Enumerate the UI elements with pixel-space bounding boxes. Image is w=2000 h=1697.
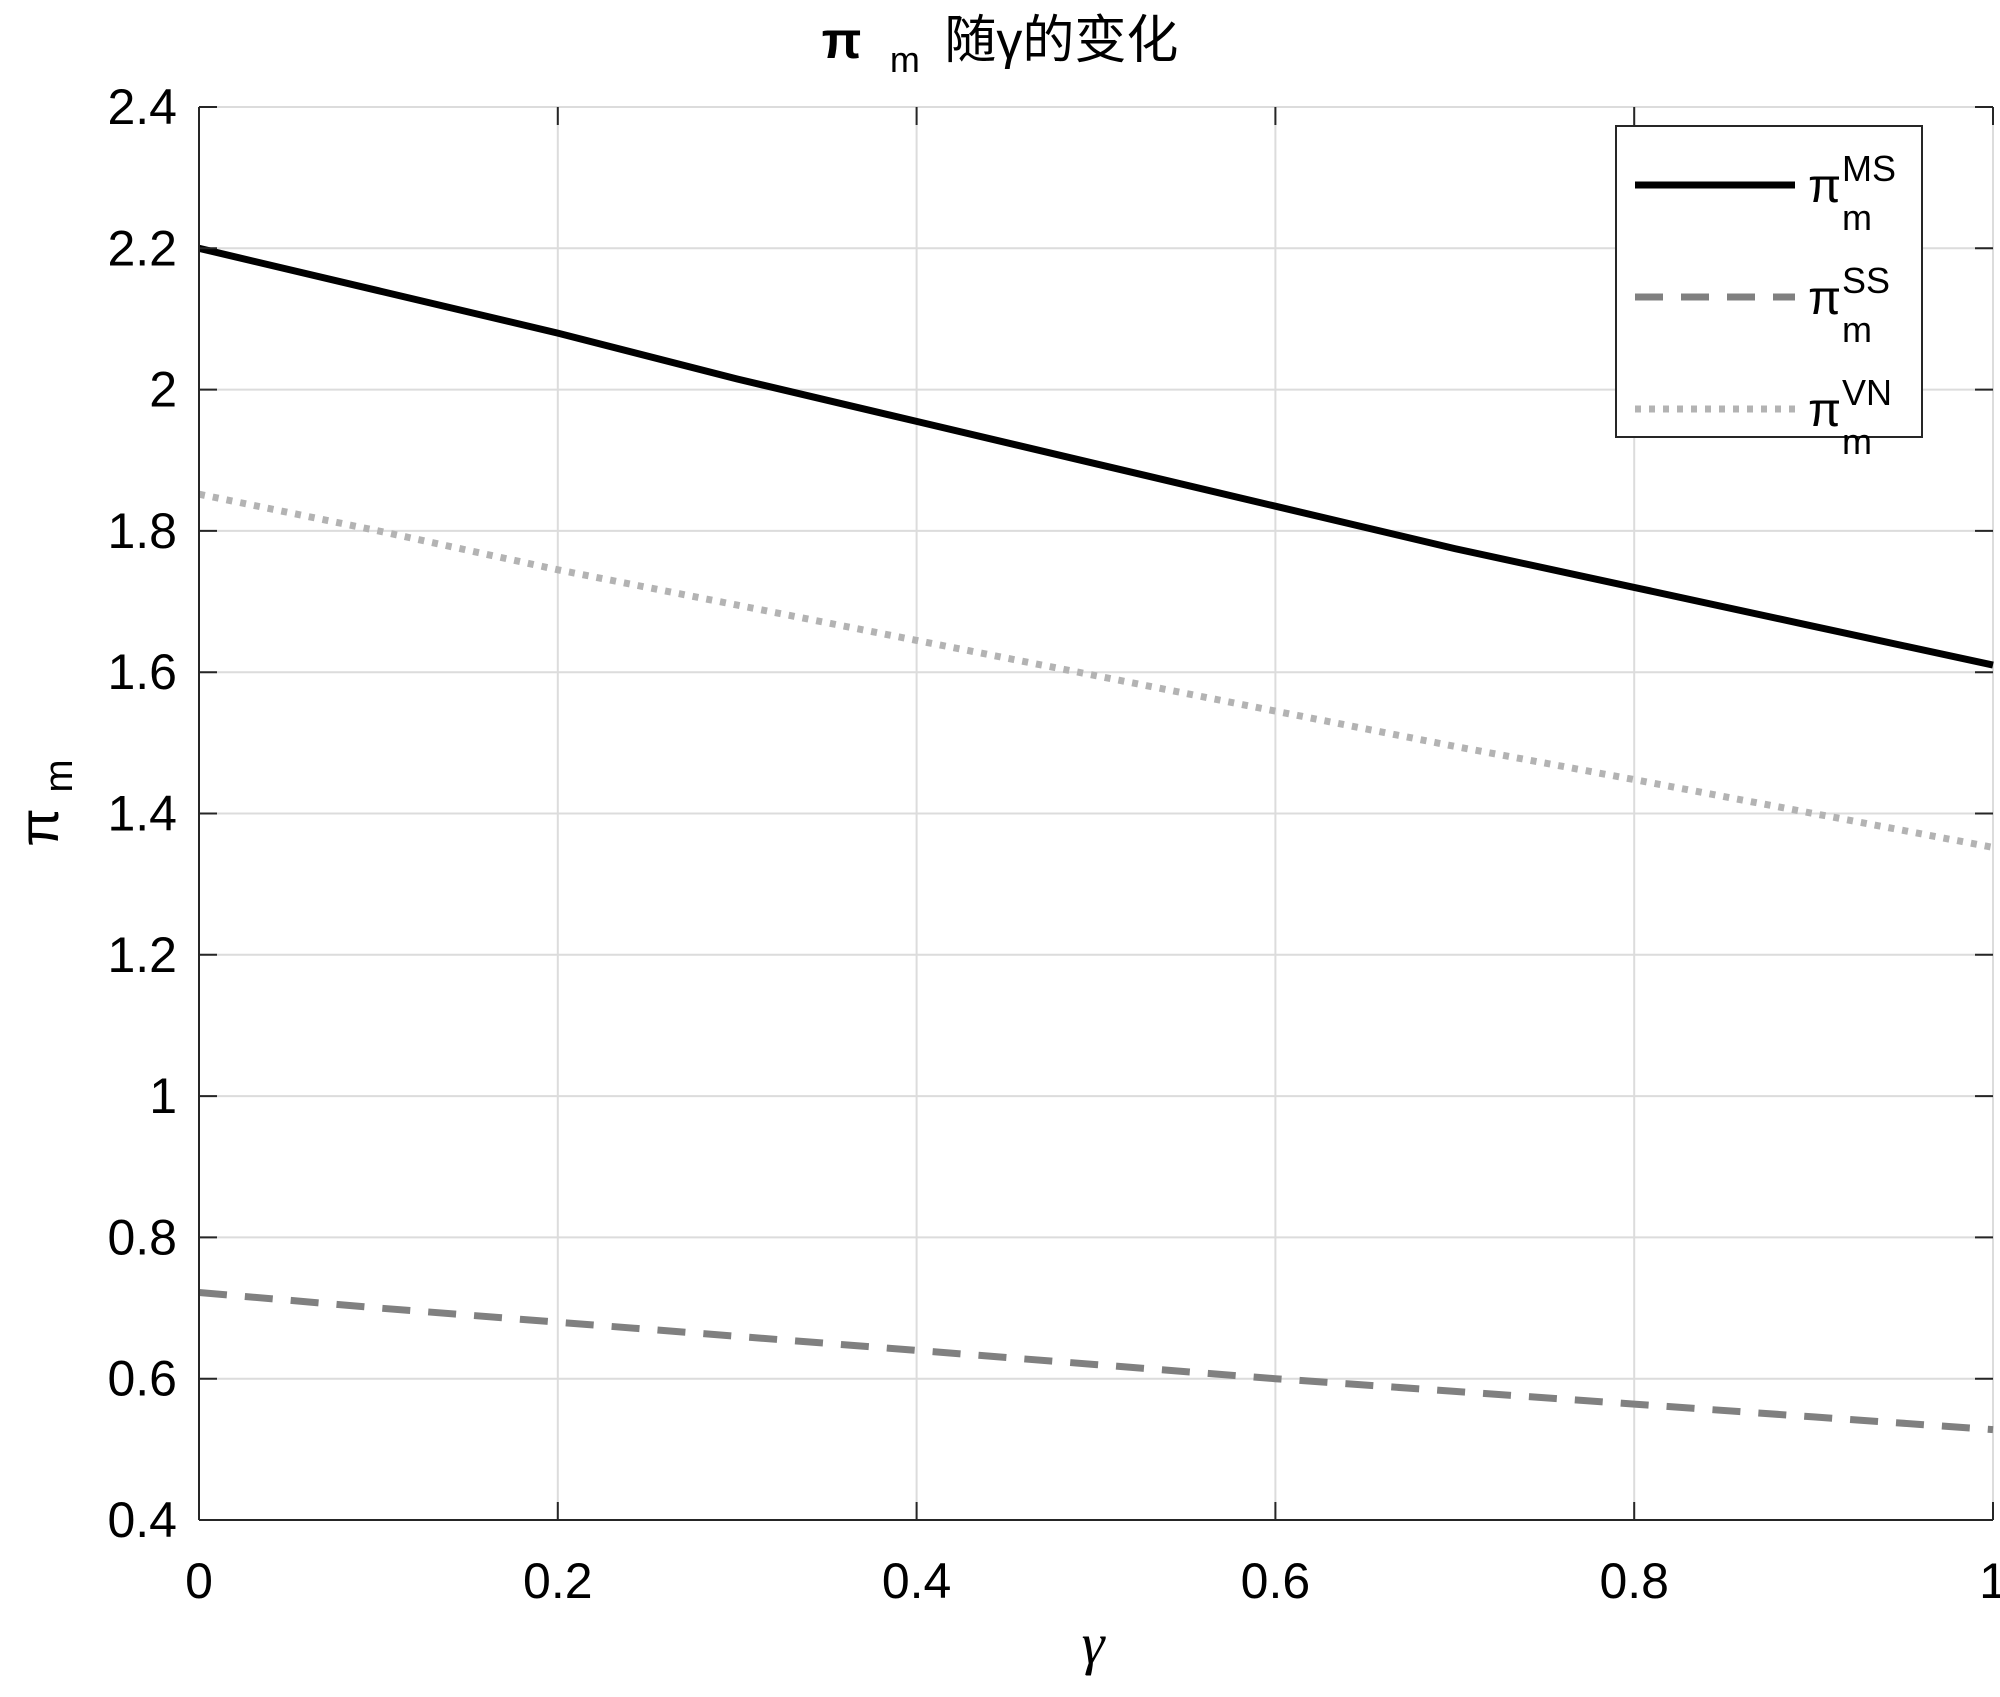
legend-label-sub: m — [1842, 309, 1872, 350]
x-tick-label: 0.6 — [1241, 1553, 1311, 1609]
legend-label-main: π — [1808, 384, 1841, 437]
legend-entry-ss: π SS m — [1635, 260, 1890, 350]
title-rest: 随γ的变化 — [944, 12, 1178, 70]
series-line-ms — [198, 244, 1994, 669]
legend-label-sup: VN — [1842, 372, 1892, 413]
y-tick-label: 1.2 — [107, 927, 177, 983]
series-line-vn — [198, 490, 1994, 851]
legend-label-sup: SS — [1842, 260, 1890, 301]
y-axis-label-main: π — [7, 808, 70, 847]
y-tick-label: 1.8 — [107, 503, 177, 559]
y-axis-label: π m — [7, 759, 81, 847]
y-tick-label: 0.8 — [107, 1209, 177, 1265]
y-tick-label: 1.6 — [107, 644, 177, 700]
legend-label-main: π — [1808, 272, 1841, 325]
y-tick-label: 2.4 — [107, 79, 177, 135]
x-tick-label: 0.4 — [882, 1553, 952, 1609]
series-layer — [198, 244, 1994, 1434]
y-tick-label: 1.4 — [107, 786, 177, 842]
series-line-ss — [198, 1289, 1994, 1434]
legend-label-sup: MS — [1842, 148, 1896, 189]
legend-box — [1615, 125, 1923, 438]
x-tick-label: 1 — [1979, 1553, 2000, 1609]
x-tick-label: 0.2 — [523, 1553, 593, 1609]
title-sub: m — [890, 39, 920, 80]
title-pi: π — [822, 12, 862, 70]
y-axis-label-sub: m — [37, 759, 81, 792]
x-tick-labels: 0 0.2 0.4 0.6 0.8 1 — [185, 1553, 2000, 1609]
chart-title: π m 随γ的变化 — [822, 12, 1179, 84]
y-tick-label: 2.2 — [107, 220, 177, 276]
x-tick-label: 0.8 — [1599, 1553, 1669, 1609]
x-tick-label: 0 — [185, 1553, 213, 1609]
axes-layer — [198, 106, 1994, 1521]
y-tick-label: 2 — [149, 362, 177, 418]
legend-label-main: π — [1808, 160, 1841, 213]
legend-label-sub: m — [1842, 197, 1872, 238]
legend-entry-vn: π VN m — [1635, 372, 1892, 462]
x-axis-label: γ — [1082, 1611, 1107, 1676]
legend-label-sub: m — [1842, 421, 1872, 462]
y-tick-label: 0.4 — [107, 1492, 177, 1548]
y-tick-label: 0.6 — [107, 1351, 177, 1407]
y-tick-label: 1 — [149, 1068, 177, 1124]
legend-entry-ms: π MS m — [1635, 148, 1896, 238]
y-tick-labels: 0.4 0.6 0.8 1 1.2 1.4 1.6 1.8 2 2.2 2.4 — [107, 79, 177, 1548]
